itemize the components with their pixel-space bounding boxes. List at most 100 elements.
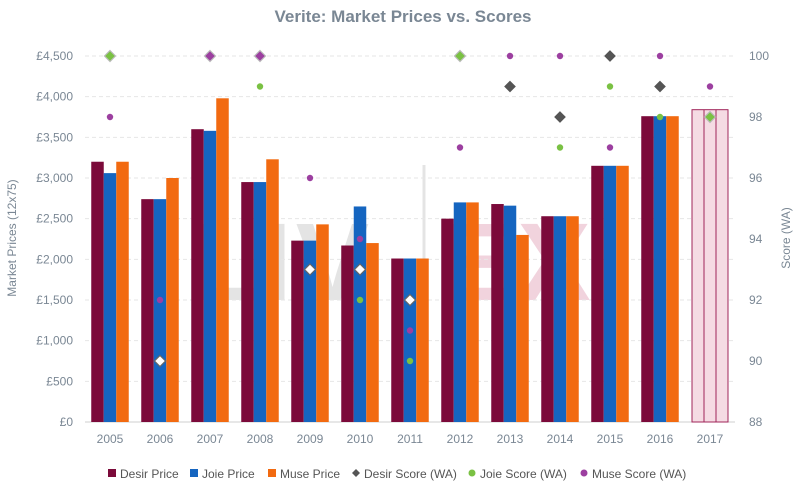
y-tick-label: £2,500 bbox=[36, 212, 73, 226]
bar-desir-price bbox=[341, 245, 354, 422]
bar-joie-price bbox=[553, 216, 567, 422]
legend-item-joie-score-wa: Joie Score (WA) bbox=[468, 467, 567, 481]
marker-desir-score bbox=[403, 293, 417, 307]
legend-swatch bbox=[468, 469, 476, 477]
y2-tick-label: 98 bbox=[749, 110, 763, 124]
marker-joie-score-wa bbox=[406, 357, 414, 365]
x-axis: 2005 2006 2007 2008 2009 2010 2011 2012 2013 2014… bbox=[97, 432, 724, 446]
y-tick-label: £500 bbox=[46, 374, 73, 388]
legend-item-desir-score-wa: Desir Score (WA) bbox=[352, 467, 457, 481]
bar-muse-price bbox=[416, 258, 429, 422]
x-tick-label: 2017 bbox=[697, 432, 724, 446]
bar-muse-price bbox=[316, 224, 329, 422]
bar-desir-price bbox=[641, 116, 654, 422]
x-tick-label: 2006 bbox=[147, 432, 174, 446]
legend-label: Joie Score (WA) bbox=[480, 467, 567, 481]
legend-swatch bbox=[108, 469, 116, 477]
marker-muse-score-wa bbox=[506, 52, 514, 60]
x-tick-label: 2008 bbox=[247, 432, 274, 446]
y-axis-right: 88 90 92 94 96 98 100 bbox=[749, 49, 769, 429]
marker-highlight bbox=[103, 49, 117, 63]
bar-joie-price bbox=[353, 206, 367, 422]
y-tick-label: £1,000 bbox=[36, 334, 73, 348]
marker-muse-score-wa bbox=[606, 144, 614, 151]
marker-muse-score-wa bbox=[556, 52, 564, 60]
bar-joie-price bbox=[503, 205, 517, 422]
bar-muse-price bbox=[566, 216, 579, 422]
bar-joie-price bbox=[403, 258, 417, 422]
marker-joie-score-wa bbox=[656, 113, 664, 121]
marker-joie-score-wa bbox=[556, 144, 564, 151]
legend-label: Muse Price bbox=[280, 467, 340, 481]
bar-desir-price bbox=[241, 182, 254, 422]
legend-swatch bbox=[190, 469, 198, 477]
y-axis-label: Market Prices (12x75) bbox=[5, 179, 19, 296]
y2-tick-label: 100 bbox=[749, 49, 769, 63]
legend-item-desir-price: Desir Price bbox=[108, 467, 179, 481]
legend-swatch bbox=[352, 469, 360, 477]
marker-desir-score bbox=[353, 263, 367, 276]
y-tick-label: £0 bbox=[60, 415, 74, 429]
bar-muse-price bbox=[666, 116, 679, 422]
score-markers bbox=[103, 49, 717, 368]
y-tick-label: £3,500 bbox=[36, 130, 73, 144]
bar-joie-price bbox=[203, 130, 217, 422]
bar-desir-price bbox=[91, 161, 104, 422]
bar-muse-price bbox=[116, 161, 129, 422]
bar-joie-price bbox=[253, 182, 267, 422]
bar-desir-price bbox=[441, 218, 454, 422]
x-tick-label: 2009 bbox=[297, 432, 324, 446]
marker-joie-score-wa bbox=[256, 83, 264, 90]
marker-muse-score-wa bbox=[656, 52, 664, 60]
legend-swatch bbox=[268, 469, 276, 477]
marker-desir-score bbox=[604, 50, 616, 62]
y-tick-label: £4,000 bbox=[36, 90, 73, 104]
y2-tick-label: 94 bbox=[749, 232, 763, 246]
legend-label: Joie Price bbox=[202, 467, 255, 481]
x-tick-label: 2010 bbox=[347, 432, 374, 446]
y2-tick-label: 88 bbox=[749, 415, 763, 429]
x-tick-label: 2011 bbox=[397, 432, 423, 446]
bar-desir-price bbox=[141, 199, 154, 422]
bar-desir-price bbox=[591, 165, 604, 423]
bar-muse-price bbox=[216, 98, 229, 422]
bar-muse-price bbox=[516, 234, 529, 422]
bar-muse-price bbox=[266, 159, 279, 422]
bar-muse-price bbox=[166, 178, 179, 422]
legend-item-joie-price: Joie Price bbox=[190, 467, 255, 481]
x-tick-label: 2013 bbox=[497, 432, 524, 446]
bar-joie-price bbox=[453, 202, 467, 422]
x-tick-label: 2005 bbox=[97, 432, 124, 446]
marker-highlight bbox=[253, 49, 267, 63]
marker-desir-score bbox=[504, 80, 516, 93]
bar-desir-price bbox=[491, 204, 504, 422]
marker-muse-score-wa bbox=[106, 113, 114, 121]
marker-desir-score bbox=[554, 111, 566, 123]
y2-tick-label: 96 bbox=[749, 171, 763, 185]
bar-joie-price bbox=[103, 173, 117, 422]
bar-desir-price bbox=[391, 258, 404, 422]
bar-joie-price bbox=[153, 199, 167, 422]
marker-desir-score bbox=[153, 354, 167, 368]
x-tick-label: 2014 bbox=[547, 432, 574, 446]
x-tick-label: 2015 bbox=[597, 432, 624, 446]
legend-swatch bbox=[580, 469, 588, 477]
marker-muse-score-wa bbox=[156, 296, 164, 304]
marker-joie-score-wa bbox=[356, 296, 364, 304]
marker-highlight bbox=[703, 110, 717, 124]
bar-joie-price bbox=[603, 165, 617, 423]
y2-tick-label: 92 bbox=[749, 293, 763, 307]
marker-muse-score-wa bbox=[456, 144, 464, 151]
marker-muse-score-wa bbox=[306, 174, 314, 182]
marker-desir-score bbox=[654, 80, 666, 93]
x-tick-label: 2016 bbox=[647, 432, 674, 446]
marker-muse-score-wa bbox=[406, 327, 414, 334]
y-axis-left: £0 £500 £1,000 £1,500 £2,000 £2,500 £3,000 £3,5… bbox=[36, 49, 73, 429]
marker-muse-score-wa bbox=[706, 83, 714, 90]
legend-label: Desir Price bbox=[120, 467, 179, 481]
y-tick-label: £2,000 bbox=[36, 252, 73, 266]
highlight-bar bbox=[691, 109, 729, 423]
legend-label: Desir Score (WA) bbox=[364, 467, 457, 481]
